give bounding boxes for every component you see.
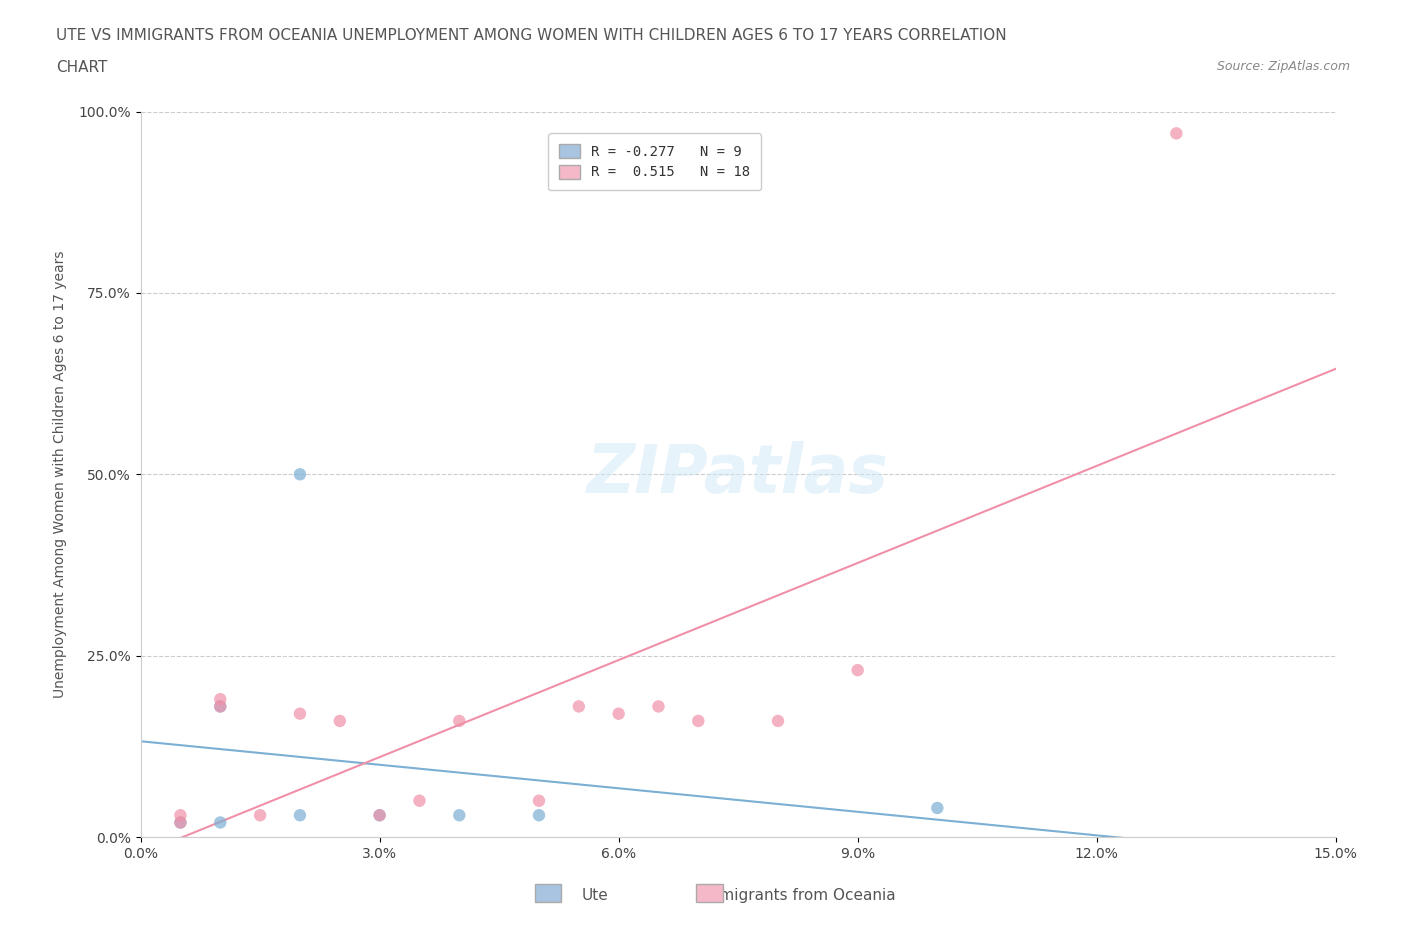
Point [927, 801, 949, 816]
Point [766, 713, 789, 728]
Point [647, 699, 669, 714]
Point [288, 467, 311, 482]
Text: CHART: CHART [56, 60, 108, 75]
Text: Ute: Ute [581, 888, 609, 903]
Text: ZIPatlas: ZIPatlas [588, 442, 889, 507]
Point [527, 808, 550, 823]
Point [249, 808, 271, 823]
Point [209, 815, 232, 830]
Point [449, 713, 471, 728]
Point [527, 793, 550, 808]
Point [169, 808, 191, 823]
Point [449, 808, 471, 823]
Point [1166, 126, 1188, 140]
Point [209, 692, 232, 707]
Point [368, 808, 391, 823]
Y-axis label: Unemployment Among Women with Children Ages 6 to 17 years: Unemployment Among Women with Children A… [53, 250, 67, 698]
Text: Source: ZipAtlas.com: Source: ZipAtlas.com [1216, 60, 1350, 73]
FancyBboxPatch shape [696, 884, 723, 902]
Text: UTE VS IMMIGRANTS FROM OCEANIA UNEMPLOYMENT AMONG WOMEN WITH CHILDREN AGES 6 TO : UTE VS IMMIGRANTS FROM OCEANIA UNEMPLOYM… [56, 28, 1007, 43]
Point [209, 699, 232, 714]
Point [288, 808, 311, 823]
Point [568, 699, 591, 714]
Point [169, 815, 191, 830]
Point [688, 713, 710, 728]
Point [329, 713, 352, 728]
Point [288, 706, 311, 721]
Point [846, 663, 869, 678]
FancyBboxPatch shape [536, 884, 561, 902]
Point [169, 815, 191, 830]
Point [209, 699, 232, 714]
Point [607, 706, 630, 721]
Text: Immigrants from Oceania: Immigrants from Oceania [700, 888, 896, 903]
Point [408, 793, 430, 808]
Point [368, 808, 391, 823]
Legend: R = -0.277   N = 9, R =  0.515   N = 18: R = -0.277 N = 9, R = 0.515 N = 18 [548, 133, 761, 191]
